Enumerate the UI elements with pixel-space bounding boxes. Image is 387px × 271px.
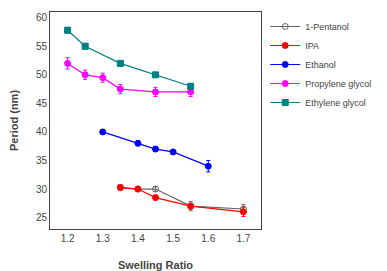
svg-text:Swelling Ratio: Swelling Ratio: [118, 259, 193, 271]
svg-text:1.7: 1.7: [236, 233, 250, 244]
svg-text:1.3: 1.3: [96, 233, 110, 244]
svg-text:40: 40: [36, 126, 48, 137]
svg-text:55: 55: [36, 41, 48, 52]
svg-text:Ethylene glycol: Ethylene glycol: [305, 98, 366, 108]
svg-text:50: 50: [36, 69, 48, 80]
svg-text:35: 35: [36, 155, 48, 166]
svg-text:IPA: IPA: [305, 41, 319, 51]
svg-text:1.5: 1.5: [166, 233, 180, 244]
svg-text:45: 45: [36, 98, 48, 109]
svg-text:1.2: 1.2: [61, 233, 75, 244]
svg-text:1.6: 1.6: [201, 233, 215, 244]
svg-text:25: 25: [36, 212, 48, 223]
svg-text:1.4: 1.4: [131, 233, 145, 244]
svg-text:60: 60: [36, 12, 48, 23]
svg-text:30: 30: [36, 184, 48, 195]
svg-text:Ethanol: Ethanol: [305, 60, 336, 70]
svg-text:Propylene glycol: Propylene glycol: [305, 79, 371, 89]
svg-text:Period (nm): Period (nm): [8, 90, 20, 151]
svg-text:1-Pentanol: 1-Pentanol: [305, 22, 349, 32]
